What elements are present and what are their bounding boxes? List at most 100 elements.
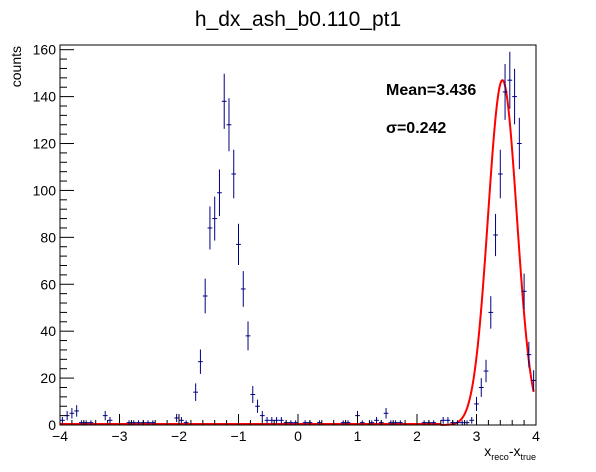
data-point bbox=[516, 117, 522, 170]
data-point bbox=[512, 68, 517, 125]
data-point bbox=[488, 296, 494, 329]
y-tick-label: 40 bbox=[40, 323, 56, 339]
data-point bbox=[497, 149, 503, 199]
data-point bbox=[445, 416, 451, 424]
data-point bbox=[236, 223, 241, 265]
data-point bbox=[359, 420, 365, 425]
data-point bbox=[88, 420, 94, 425]
data-point bbox=[107, 416, 113, 424]
fit-layer bbox=[60, 79, 535, 426]
data-point bbox=[217, 169, 222, 217]
data-point bbox=[231, 149, 237, 199]
data-point bbox=[340, 420, 346, 425]
data-point bbox=[374, 416, 379, 424]
data-point bbox=[179, 416, 184, 424]
x-axis-label-sub-true: true bbox=[520, 452, 536, 462]
data-point bbox=[83, 420, 89, 425]
data-point bbox=[145, 420, 151, 425]
x-tick-label: −3 bbox=[112, 428, 128, 444]
data-point bbox=[226, 98, 232, 152]
data-point bbox=[531, 370, 536, 391]
data-point bbox=[469, 416, 475, 424]
x-tick-label: 1 bbox=[354, 428, 362, 444]
data-point bbox=[440, 416, 446, 424]
data-point bbox=[455, 420, 460, 425]
data-point bbox=[131, 420, 137, 425]
data-point bbox=[60, 416, 65, 424]
data-point bbox=[245, 321, 251, 351]
data-point bbox=[264, 416, 270, 424]
data-point bbox=[478, 378, 484, 397]
y-tick-label: 60 bbox=[40, 276, 56, 292]
data-point bbox=[474, 396, 479, 411]
data-point bbox=[102, 410, 108, 421]
data-point bbox=[459, 420, 465, 425]
data-point bbox=[502, 63, 508, 120]
data-point bbox=[383, 408, 389, 419]
data-point bbox=[255, 399, 260, 413]
data-point bbox=[431, 420, 437, 425]
data-point bbox=[212, 196, 218, 241]
data-point bbox=[150, 420, 156, 425]
data-point bbox=[274, 416, 279, 424]
mean-annotation: Mean=3.436 bbox=[386, 82, 476, 99]
data-point bbox=[79, 420, 84, 425]
data-point bbox=[521, 273, 527, 310]
x-axis-label-minus: -x bbox=[509, 443, 521, 459]
y-tick-label: 0 bbox=[48, 417, 56, 433]
data-point bbox=[183, 420, 189, 425]
data-point bbox=[302, 420, 308, 425]
chart-title: h_dx_ash_b0.110_pt1 bbox=[195, 8, 401, 31]
data-point bbox=[288, 420, 294, 425]
data-point bbox=[221, 73, 227, 129]
data-point bbox=[388, 420, 394, 425]
data-point bbox=[293, 420, 298, 425]
x-axis-label: xreco-xtrue bbox=[484, 443, 536, 462]
y-tick-label: 140 bbox=[33, 89, 57, 105]
y-tick-label: 20 bbox=[40, 370, 56, 386]
data-point bbox=[464, 420, 470, 425]
data-point bbox=[74, 405, 80, 417]
x-tick-label: 2 bbox=[413, 428, 421, 444]
plot-frame bbox=[59, 44, 537, 426]
data-points-layer bbox=[60, 51, 536, 425]
data-point bbox=[202, 278, 208, 314]
data-point bbox=[507, 51, 513, 109]
data-point bbox=[240, 271, 246, 307]
data-point bbox=[317, 420, 322, 425]
y-tick-label: 160 bbox=[33, 42, 57, 58]
data-point bbox=[369, 420, 375, 425]
x-tick-label: 0 bbox=[294, 428, 302, 444]
data-point bbox=[526, 341, 532, 368]
data-point bbox=[69, 408, 75, 419]
data-point bbox=[269, 416, 275, 424]
data-point bbox=[174, 413, 179, 423]
x-axis-label-main: x bbox=[484, 443, 491, 459]
data-point bbox=[483, 359, 489, 383]
x-tick-label: −2 bbox=[171, 428, 187, 444]
data-point bbox=[250, 386, 256, 403]
x-axis-label-sub-reco: reco bbox=[491, 452, 509, 462]
data-point bbox=[493, 213, 498, 257]
sigma-annotation: σ=0.242 bbox=[386, 120, 446, 137]
x-tick-label: −4 bbox=[52, 428, 68, 444]
data-point bbox=[136, 420, 141, 425]
x-tick-label: 4 bbox=[532, 428, 540, 444]
y-tick-label: 120 bbox=[33, 136, 57, 152]
data-point bbox=[126, 420, 132, 425]
y-tick-label: 80 bbox=[40, 229, 56, 245]
y-axis-label: counts bbox=[8, 46, 24, 87]
data-point bbox=[207, 206, 213, 250]
data-point bbox=[193, 383, 199, 401]
data-point bbox=[198, 349, 203, 374]
data-point bbox=[345, 420, 351, 425]
data-point bbox=[397, 420, 403, 425]
y-tick-label: 100 bbox=[33, 182, 57, 198]
data-point bbox=[421, 420, 427, 425]
x-tick-label: −1 bbox=[231, 428, 247, 444]
data-point bbox=[259, 410, 265, 421]
x-tick-label: 3 bbox=[473, 428, 481, 444]
data-point bbox=[278, 416, 284, 424]
